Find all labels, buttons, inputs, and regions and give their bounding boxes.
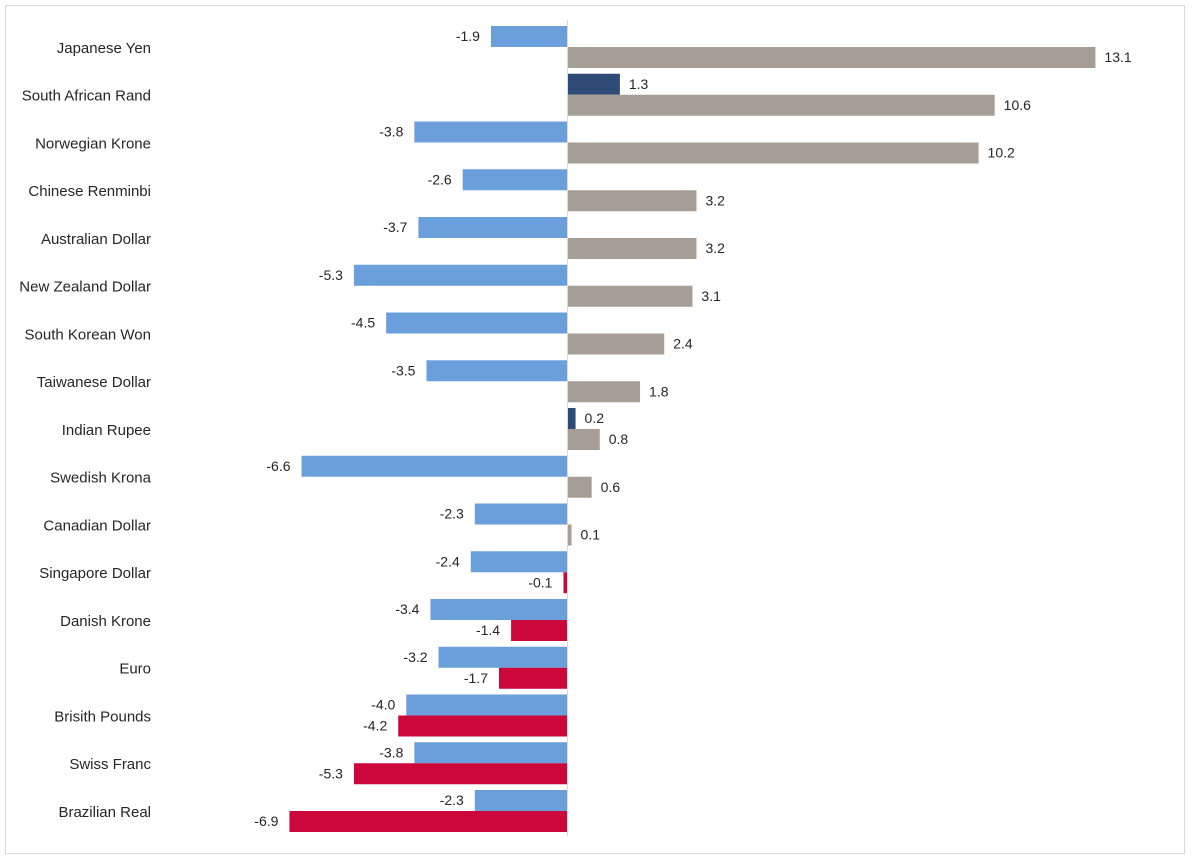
category-label: Euro	[119, 661, 151, 678]
data-label-series1-2: -3.8	[379, 124, 403, 140]
data-label-series2-6: 2.4	[673, 336, 693, 352]
data-label-series2-15: -5.3	[319, 765, 343, 781]
bar-series1-0	[490, 26, 568, 47]
category-label: Swiss Franc	[69, 756, 151, 773]
bar-series1-9	[301, 455, 568, 477]
data-label-series2-0: 13.1	[1104, 49, 1131, 65]
category-label: Norwegian Krone	[35, 135, 151, 152]
bar-series2-14	[398, 715, 568, 737]
bar-series2-11	[563, 572, 568, 594]
category-label: Singapore Dollar	[39, 565, 151, 582]
data-label-series2-7: 1.8	[649, 383, 669, 399]
data-label-series1-0: -1.9	[456, 28, 480, 44]
data-label-series1-12: -3.4	[395, 601, 419, 617]
category-label: Australian Dollar	[41, 231, 151, 248]
category-label: New Zealand Dollar	[19, 279, 151, 296]
data-label-series1-11: -2.4	[436, 553, 460, 569]
bar-series2-3	[567, 190, 697, 212]
bar-series2-15	[353, 763, 568, 785]
bar-series1-10	[474, 503, 568, 525]
bar-series2-12	[511, 620, 568, 641]
data-label-series2-13: -1.7	[464, 670, 488, 686]
bar-series2-1	[567, 94, 995, 116]
category-label: Danish Krone	[60, 613, 151, 630]
data-label-series2-8: 0.8	[609, 431, 629, 447]
bar-series1-16	[474, 790, 568, 811]
data-label-series1-13: -3.2	[403, 649, 427, 665]
bar-series1-6	[386, 312, 568, 334]
data-label-series2-3: 3.2	[705, 192, 725, 208]
bar-series1-4	[418, 217, 568, 238]
bar-series2-13	[498, 667, 568, 689]
bar-series1-5	[353, 264, 568, 286]
bar-series2-7	[567, 381, 641, 403]
data-label-series1-10: -2.3	[440, 506, 464, 522]
bar-series1-11	[470, 551, 568, 573]
bar-series2-2	[567, 142, 979, 164]
bar-series2-6	[567, 333, 665, 355]
bar-series1-14	[406, 694, 568, 716]
category-label: Taiwanese Dollar	[37, 374, 151, 391]
data-label-series2-1: 10.6	[1004, 97, 1031, 113]
category-label: Canadian Dollar	[43, 517, 151, 534]
bar-series1-2	[414, 121, 568, 143]
bar-series2-5	[567, 285, 693, 307]
data-label-series1-16: -2.3	[440, 792, 464, 808]
data-label-series1-7: -3.5	[391, 362, 415, 378]
data-label-series1-14: -4.0	[371, 697, 395, 713]
data-label-series2-2: 10.2	[988, 145, 1015, 161]
data-label-series1-9: -6.6	[266, 458, 290, 474]
bar-series2-0	[567, 47, 1096, 68]
bar-series2-9	[567, 476, 592, 498]
data-label-series1-1: 1.3	[629, 76, 649, 92]
data-label-series2-9: 0.6	[601, 479, 621, 495]
bar-series1-3	[462, 169, 568, 191]
data-label-series2-14: -4.2	[363, 718, 387, 734]
category-label: Brazilian Real	[58, 804, 151, 821]
bar-series1-1	[567, 73, 620, 95]
bar-series1-12	[430, 599, 568, 620]
bar-series2-8	[567, 429, 600, 450]
bar-series1-8	[567, 408, 576, 429]
category-label: Chinese Renminbi	[28, 183, 151, 200]
bar-series1-15	[414, 742, 568, 764]
data-label-series2-12: -1.4	[476, 622, 500, 638]
data-label-series2-11: -0.1	[528, 574, 552, 590]
data-label-series1-8: 0.2	[585, 410, 605, 426]
data-label-series1-15: -3.8	[379, 744, 403, 760]
category-label: Swedish Krona	[50, 470, 152, 487]
data-label-series2-5: 3.1	[701, 288, 721, 304]
data-label-series2-10: 0.1	[581, 527, 601, 543]
data-label-series1-6: -4.5	[351, 315, 375, 331]
data-label-series2-16: -6.9	[254, 813, 278, 829]
category-label: Indian Rupee	[62, 422, 151, 439]
data-label-series1-5: -5.3	[319, 267, 343, 283]
category-label: South African Rand	[22, 88, 151, 105]
category-label: South Korean Won	[25, 326, 151, 343]
category-label: Brisith Pounds	[54, 708, 151, 725]
category-label: Japanese Yen	[57, 40, 151, 57]
data-label-series1-3: -2.6	[428, 171, 452, 187]
data-label-series2-4: 3.2	[705, 240, 725, 256]
bar-series1-13	[438, 646, 568, 668]
bar-series1-7	[426, 360, 568, 382]
bar-series2-4	[567, 238, 697, 259]
bar-series2-10	[567, 524, 572, 546]
bar-series2-16	[289, 811, 568, 832]
data-label-series1-4: -3.7	[383, 219, 407, 235]
